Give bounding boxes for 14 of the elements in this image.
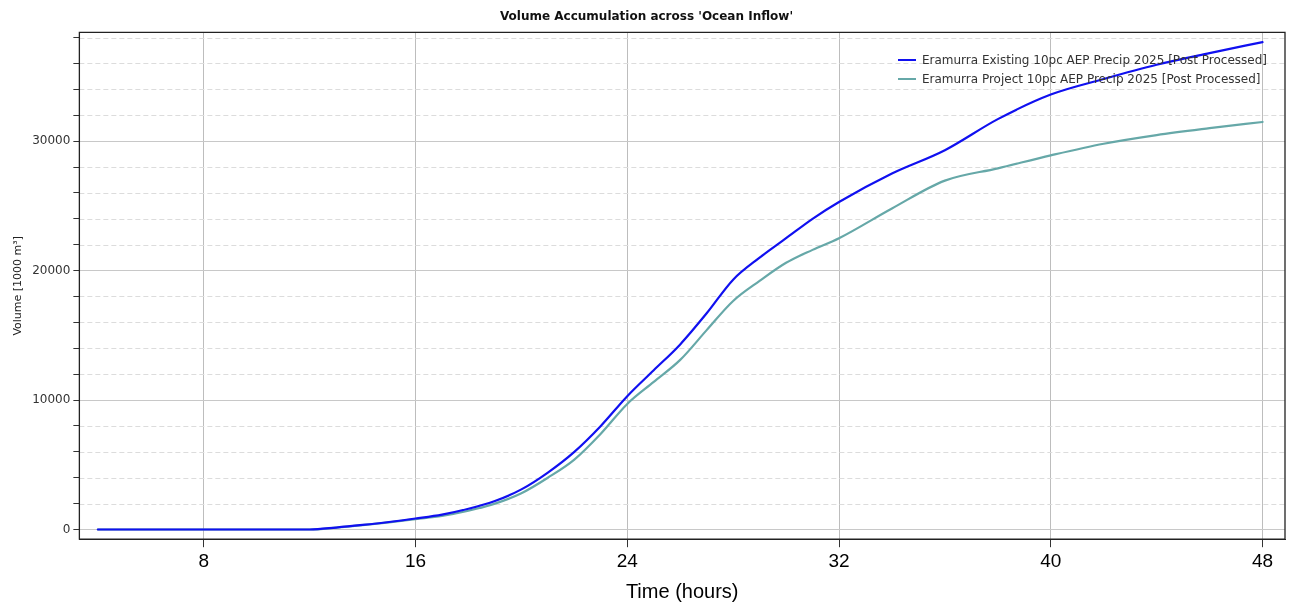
x-tick-label: 8 (198, 549, 210, 571)
x-tick-label: 16 (404, 549, 427, 571)
x-tick-label: 32 (828, 549, 850, 571)
y-tick-label: 0 (62, 521, 71, 536)
x-tick-label: 24 (616, 549, 639, 571)
y-axis-title: Volume [1000 m³] (11, 236, 25, 336)
y-tick-label: 20000 (32, 262, 71, 277)
x-tick-label: 40 (1040, 549, 1062, 571)
chart-title: Volume Accumulation across 'Ocean Inflow' (499, 9, 794, 24)
line-series (96, 41, 1264, 531)
y-tick-label: 30000 (32, 133, 71, 148)
y-tick-label: 10000 (32, 392, 71, 407)
x-axis-title: Time (hours) (625, 579, 739, 602)
x-tick-label: 48 (1251, 549, 1274, 571)
